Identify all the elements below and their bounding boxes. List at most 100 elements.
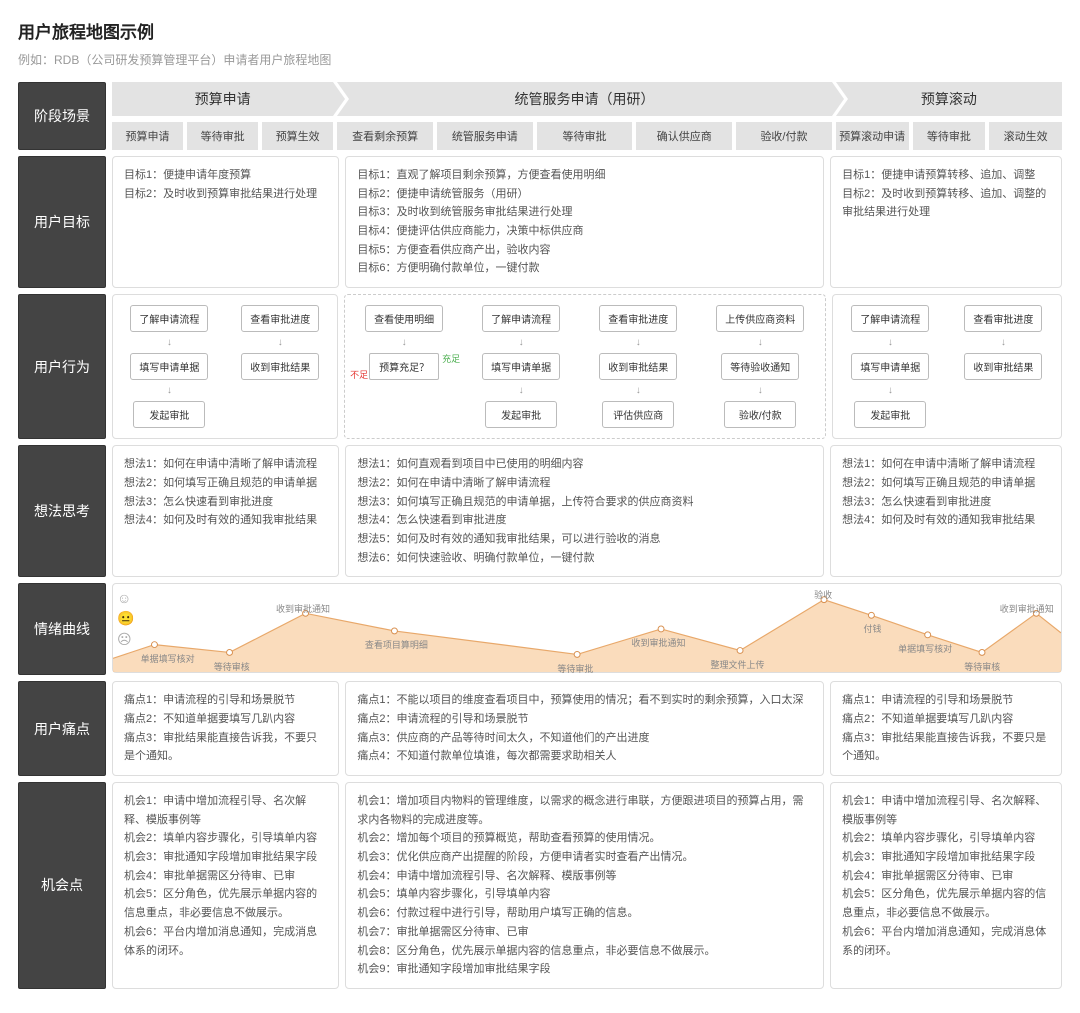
flow-node: 上传供应商资料 bbox=[716, 305, 804, 332]
card-line: 想法2：如何填写正确且规范的申请单据 bbox=[124, 474, 327, 493]
label-emotion: 情绪曲线 bbox=[18, 583, 106, 675]
card-line: 想法6：如何快速验收、明确付款单位，一键付款 bbox=[357, 549, 812, 568]
card-line: 目标5：方便查看供应商产出，验收内容 bbox=[357, 241, 812, 260]
page-subtitle: 例如：RDB（公司研发预算管理平台）申请者用户旅程地图 bbox=[18, 51, 1062, 68]
card-line: 机会4：申请中增加流程引导、名次解释、模版事例等 bbox=[357, 867, 812, 886]
card-line: 机会4：审批单据需区分待审、已审 bbox=[124, 867, 327, 886]
text-card: 痛点1：申请流程的引导和场景脱节痛点2：不知道单据要填写几趴内容痛点3：审批结果… bbox=[830, 681, 1062, 776]
card-line: 痛点1：不能以项目的维度查看项目中，预算使用的情况；看不到实时的剩余预算，入口太… bbox=[357, 691, 812, 710]
label-stage: 阶段场景 bbox=[18, 82, 106, 150]
text-card: 目标1：便捷申请年度预算目标2：及时收到预算审批结果进行处理 bbox=[112, 156, 339, 288]
flow-card: 查看使用明细↓预算充足？充足不足了解申请流程↓填写申请单据↓发起审批查看审批进度… bbox=[344, 294, 826, 439]
card-line: 目标1：直观了解项目剩余预算，方便查看使用明细 bbox=[357, 166, 812, 185]
flow-column: 上传供应商资料↓等待验收通知↓验收/付款 bbox=[716, 305, 804, 428]
card-line: 想法3：怎么快速看到审批进度 bbox=[842, 493, 1050, 512]
emotion-point-label: 收到审批通知 bbox=[631, 636, 685, 649]
page-title: 用户旅程地图示例 bbox=[18, 18, 1062, 43]
substage: 预算滚动申请 bbox=[836, 122, 909, 150]
card-line: 目标2：及时收到预算审批结果进行处理 bbox=[124, 185, 327, 204]
card-line: 痛点3：供应商的产品等待时间太久，不知道他们的产出进度 bbox=[357, 729, 812, 748]
flow-node: 了解申请流程 bbox=[130, 305, 208, 332]
card-line: 目标2：及时收到预算转移、追加、调整的审批结果进行处理 bbox=[842, 185, 1050, 222]
card-line: 痛点3：审批结果能直接告诉我，不要只是个通知。 bbox=[842, 729, 1050, 766]
substage: 预算生效 bbox=[262, 122, 333, 150]
text-card: 目标1：直观了解项目剩余预算，方便查看使用明细目标2：便捷申请统管服务（用研）目… bbox=[345, 156, 824, 288]
card-line: 想法2：如何填写正确且规范的申请单据 bbox=[842, 474, 1050, 493]
label-pain: 用户痛点 bbox=[18, 681, 106, 776]
row-thoughts: 想法思考 想法1：如何在申请中清晰了解申请流程想法2：如何填写正确且规范的申请单… bbox=[18, 445, 1062, 577]
card-line: 痛点1：申请流程的引导和场景脱节 bbox=[842, 691, 1050, 710]
text-card: 痛点1：申请流程的引导和场景脱节痛点2：不知道单据要填写几趴内容痛点3：审批结果… bbox=[112, 681, 339, 776]
card-line: 目标1：便捷申请年度预算 bbox=[124, 166, 327, 185]
card-line: 目标3：及时收到统管服务审批结果进行处理 bbox=[357, 203, 812, 222]
arrow-down-icon: ↓ bbox=[888, 388, 893, 393]
substage: 等待审批 bbox=[187, 122, 258, 150]
card-line: 想法3：如何填写正确且规范的申请单据，上传符合要求的供应商资料 bbox=[357, 493, 812, 512]
card-line: 机会2：填单内容步骤化，引导填单内容 bbox=[842, 829, 1050, 848]
decision-yes: 充足 bbox=[442, 352, 460, 365]
flow-node: 了解申请流程 bbox=[482, 305, 560, 332]
text-card: 想法1：如何在申请中清晰了解申请流程想法2：如何填写正确且规范的申请单据想法3：… bbox=[830, 445, 1062, 577]
emotion-point-label: 查看项目算明细 bbox=[365, 638, 428, 651]
card-line: 机会8：区分角色，优先展示单据内容的信息重点，非必要信息不做展示。 bbox=[357, 942, 812, 961]
row-stages: 阶段场景 预算申请统管服务申请（用研）预算滚动 预算申请等待审批预算生效查看剩余… bbox=[18, 82, 1062, 150]
emotion-point-label: 单据填写核对 bbox=[898, 642, 952, 655]
emotion-point-label: 收到审批通知 bbox=[1000, 602, 1054, 615]
card-line: 机会5：区分角色，优先展示单据内容的信息重点，非必要信息不做展示。 bbox=[842, 885, 1050, 922]
flow-column: 查看审批进度↓收到审批结果 bbox=[964, 305, 1042, 428]
stage-chevron: 统管服务申请（用研） bbox=[337, 82, 832, 116]
arrow-down-icon: ↓ bbox=[636, 340, 641, 345]
card-line: 痛点3：审批结果能直接告诉我，不要只是个通知。 bbox=[124, 729, 327, 766]
emotion-point-label: 等待审核 bbox=[964, 660, 1000, 673]
label-opp: 机会点 bbox=[18, 782, 106, 989]
text-card: 目标1：便捷申请预算转移、追加、调整目标2：及时收到预算转移、追加、调整的审批结… bbox=[830, 156, 1062, 288]
flow-node: 填写申请单据 bbox=[851, 353, 929, 380]
card-line: 痛点4：不知道付款单位填谁，每次都需要求助相关人 bbox=[357, 747, 812, 766]
arrow-down-icon: ↓ bbox=[758, 340, 763, 345]
text-card: 想法1：如何直观看到项目中已使用的明细内容想法2：如何在申请中清晰了解申请流程想… bbox=[345, 445, 824, 577]
arrow-down-icon: ↓ bbox=[167, 388, 172, 393]
row-emotion: 情绪曲线 ☺ 😐 ☹ 单据填写核对等待审核收到审批通知查看项目算明细等待审批收到… bbox=[18, 583, 1062, 675]
arrow-down-icon: ↓ bbox=[1001, 340, 1006, 345]
flow-node: 评估供应商 bbox=[602, 401, 674, 428]
flow-node: 查看审批进度 bbox=[964, 305, 1042, 332]
decision-no: 不足 bbox=[350, 368, 368, 381]
stage-chevron: 预算滚动 bbox=[836, 82, 1062, 116]
arrow-down-icon: ↓ bbox=[519, 388, 524, 393]
text-card: 机会1：申请中增加流程引导、名次解释、模版事例等机会2：填单内容步骤化，引导填单… bbox=[112, 782, 339, 989]
flow-card: 了解申请流程↓填写申请单据↓发起审批查看审批进度↓收到审批结果 bbox=[832, 294, 1062, 439]
card-line: 痛点2：不知道单据要填写几趴内容 bbox=[842, 710, 1050, 729]
card-line: 机会3：审批通知字段增加审批结果字段 bbox=[842, 848, 1050, 867]
substage: 等待审批 bbox=[537, 122, 633, 150]
flow-node: 发起审批 bbox=[485, 401, 557, 428]
card-line: 机会4：审批单据需区分待审、已审 bbox=[842, 867, 1050, 886]
emotion-point-label: 收到审批通知 bbox=[276, 602, 330, 615]
substage: 查看剩余预算 bbox=[337, 122, 433, 150]
card-line: 想法4：怎么快速看到审批进度 bbox=[357, 511, 812, 530]
card-line: 机会9：审批通知字段增加审批结果字段 bbox=[357, 960, 812, 979]
card-line: 痛点2：不知道单据要填写几趴内容 bbox=[124, 710, 327, 729]
emotion-chart: ☺ 😐 ☹ 单据填写核对等待审核收到审批通知查看项目算明细等待审批收到审批通知整… bbox=[112, 583, 1062, 673]
emotion-point-label: 等待审批 bbox=[557, 662, 593, 675]
flow-column: 查看使用明细↓预算充足？充足不足 bbox=[365, 305, 443, 428]
card-line: 机会2：填单内容步骤化，引导填单内容 bbox=[124, 829, 327, 848]
flow-node: 验收/付款 bbox=[724, 401, 796, 428]
arrow-down-icon: ↓ bbox=[888, 340, 893, 345]
card-line: 想法3：怎么快速看到审批进度 bbox=[124, 493, 327, 512]
arrow-down-icon: ↓ bbox=[519, 340, 524, 345]
card-line: 想法1：如何在申请中清晰了解申请流程 bbox=[124, 455, 327, 474]
card-line: 想法4：如何及时有效的通知我审批结果 bbox=[842, 511, 1050, 530]
card-line: 目标1：便捷申请预算转移、追加、调整 bbox=[842, 166, 1050, 185]
row-goals: 用户目标 目标1：便捷申请年度预算目标2：及时收到预算审批结果进行处理目标1：直… bbox=[18, 156, 1062, 288]
card-line: 痛点2：申请流程的引导和场景脱节 bbox=[357, 710, 812, 729]
flow-node: 了解申请流程 bbox=[851, 305, 929, 332]
substage: 预算申请 bbox=[112, 122, 183, 150]
card-line: 机会5：区分角色，优先展示单据内容的信息重点，非必要信息不做展示。 bbox=[124, 885, 327, 922]
flow-column: 查看审批进度↓收到审批结果↓评估供应商 bbox=[599, 305, 677, 428]
substage: 等待审批 bbox=[913, 122, 986, 150]
decision-node: 预算充足？充足不足 bbox=[369, 353, 439, 380]
emotion-point-label: 整理文件上传 bbox=[710, 658, 764, 671]
row-pain: 用户痛点 痛点1：申请流程的引导和场景脱节痛点2：不知道单据要填写几趴内容痛点3… bbox=[18, 681, 1062, 776]
card-line: 机会3：优化供应商产出提醒的阶段，方便申请者实时查看产出情况。 bbox=[357, 848, 812, 867]
flow-node: 等待验收通知 bbox=[721, 353, 799, 380]
